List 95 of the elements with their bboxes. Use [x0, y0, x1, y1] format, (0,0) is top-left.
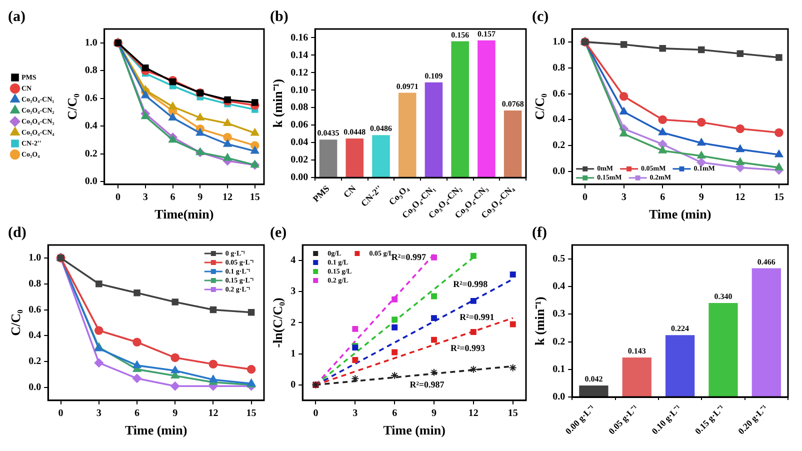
y-tick-label: 0.2 — [552, 140, 566, 152]
x-tick-label: 12 — [208, 408, 218, 419]
y-tick-label: 0.12 — [290, 67, 308, 78]
y-tick-label: 0.8 — [552, 62, 566, 74]
x-tick-label: 3 — [352, 408, 358, 419]
chart-title: (e) — [270, 224, 287, 241]
y-tick-label: 0.3 — [552, 308, 566, 320]
y-tick-label: 1.0 — [84, 37, 98, 48]
data-label: 0.157 — [477, 29, 496, 38]
y-tick-label: 2 — [290, 317, 296, 328]
data-label: 0.340 — [714, 292, 732, 302]
y-tick-label: 0.6 — [84, 92, 98, 104]
y-tick-label: 0.4 — [552, 281, 566, 292]
x-tick-label: 12 — [468, 408, 478, 419]
x-tick-label: 6 — [392, 408, 398, 419]
y-tick-label: 0 — [290, 379, 296, 390]
y-axis-title: -ln(C/C₀) — [270, 298, 286, 348]
x-tick-label: 0 — [116, 192, 121, 203]
annotation: R²=0.993 — [450, 343, 486, 354]
y-tick-label: 0.0 — [552, 166, 566, 178]
y-tick-label: 1.0 — [552, 36, 566, 48]
x-tick-label: 9 — [172, 408, 178, 419]
x-tick-label: 12 — [222, 192, 233, 203]
x-tick-label: 6 — [134, 408, 140, 419]
data-label: 0.466 — [757, 257, 776, 266]
x-tick-label: 6 — [660, 192, 666, 203]
data-label: 0.042 — [584, 374, 603, 384]
y-axis-title: C/C₀ — [8, 309, 24, 336]
y-tick-label: 4 — [290, 255, 296, 266]
y-tick-label: 0.6 — [28, 304, 42, 316]
x-tick-label: 15 — [774, 192, 784, 203]
x-tick-label: 0 — [582, 192, 588, 203]
y-axis-title: k (min⁻¹) — [532, 296, 548, 346]
y-tick-label: 0.0 — [84, 176, 98, 188]
x-tick-label: 9 — [698, 192, 704, 203]
y-tick-label: 3 — [290, 286, 296, 298]
y-axis-title: C/C₀ — [532, 93, 548, 120]
y-tick-label: 0.2 — [28, 356, 42, 368]
chart-title: (b) — [270, 8, 288, 25]
data-label: 0.109 — [424, 71, 443, 80]
chart-title: (c) — [532, 8, 549, 25]
x-axis-title: Time (min) — [124, 422, 188, 438]
x-tick-label: 15 — [250, 192, 260, 203]
y-tick-label: 0.04 — [290, 137, 308, 148]
y-tick-label: 0.6 — [552, 88, 566, 100]
chart-title: (a) — [8, 8, 26, 25]
y-tick-label: 0.06 — [290, 120, 308, 131]
annotation: R²=0.991 — [460, 312, 495, 322]
x-tick-label: 9 — [198, 192, 203, 203]
y-tick-label: 0.14 — [290, 50, 308, 61]
x-axis-title: Time (min) — [383, 422, 446, 438]
annotation: R²=0.998 — [453, 278, 488, 289]
x-tick-label: 15 — [246, 408, 256, 419]
y-tick-label: 0.4 — [84, 120, 98, 132]
y-tick-label: 1.0 — [28, 252, 42, 264]
y-tick-label: 0.2 — [84, 148, 98, 160]
x-tick-label: 6 — [170, 192, 176, 203]
y-tick-label: 0.4 — [552, 114, 566, 126]
x-tick-label: 3 — [621, 192, 626, 203]
data-label: 0.224 — [671, 324, 690, 334]
data-label: 0.143 — [628, 346, 646, 356]
y-tick-label: 0.10 — [290, 84, 308, 96]
data-label: 0.0768 — [502, 100, 524, 109]
x-tick-label: 3 — [142, 192, 148, 203]
y-tick-label: 0.08 — [290, 102, 308, 114]
y-tick-label: 0.02 — [290, 154, 308, 166]
y-tick-label: 0.5 — [552, 253, 566, 264]
y-tick-label: 0.8 — [84, 65, 98, 76]
y-tick-label: 0.0 — [28, 382, 42, 394]
y-tick-label: 0.4 — [28, 330, 42, 342]
data-label: 0.0971 — [396, 82, 418, 91]
y-tick-label: 0.2 — [552, 336, 566, 348]
x-axis-title: Time (min) — [648, 206, 712, 222]
x-axis-title: Time(min) — [154, 206, 214, 222]
y-tick-label: 0.1 — [552, 364, 566, 375]
y-tick-label: 0.8 — [28, 278, 42, 290]
x-tick-label: 15 — [508, 408, 518, 419]
y-tick-label: 0.16 — [290, 32, 308, 44]
annotation: R²=0.987 — [410, 379, 445, 390]
data-label: 0.156 — [451, 30, 470, 40]
x-tick-label: 0 — [313, 408, 318, 419]
data-label: 0.0448 — [344, 128, 366, 136]
chart-title: (f) — [532, 224, 547, 241]
x-tick-label: 0 — [58, 408, 64, 419]
chart-title: (d) — [8, 224, 26, 241]
x-tick-label: 12 — [735, 192, 746, 203]
x-tick-label: CN — [341, 183, 358, 200]
y-tick-label: 0.00 — [290, 172, 308, 184]
y-tick-label: 0.0 — [552, 392, 566, 403]
data-label: 0.0486 — [370, 124, 392, 134]
data-label: 0.0435 — [317, 128, 340, 138]
y-axis-title: C/C₀ — [64, 93, 80, 120]
y-axis-title: k (min⁻¹) — [270, 78, 286, 128]
y-tick-label: 1 — [290, 348, 296, 360]
x-tick-label: 9 — [432, 408, 437, 419]
